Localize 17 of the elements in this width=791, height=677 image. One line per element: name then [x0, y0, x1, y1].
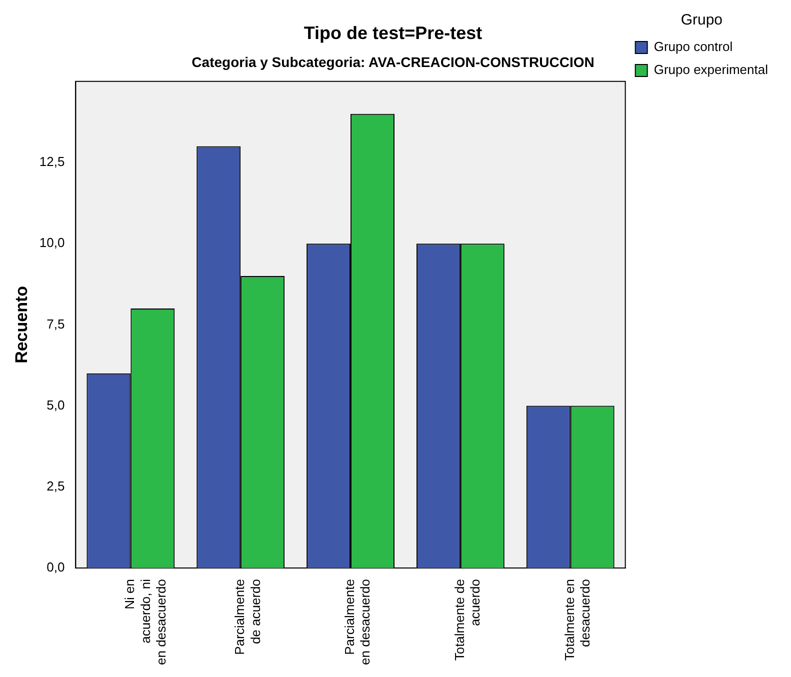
legend-title: Grupo [680, 12, 723, 29]
x-tick-label: Totalmente de acuerdo [452, 578, 483, 661]
y-tick-label: 2,5 [46, 478, 65, 494]
y-tick-label: 7,5 [46, 316, 65, 332]
y-axis-title: Recuento [12, 286, 31, 364]
legend-label: Grupo experimental [654, 62, 768, 78]
x-tick-label: Ni en acuerdo, ni en desacuerdo [122, 578, 168, 666]
y-tick-label: 0,0 [46, 560, 65, 575]
x-tick-label: Parcialmente de acuerdo [232, 578, 263, 655]
legend-label: Grupo control [654, 39, 733, 54]
chart-title: Tipo de test=Pre-test [304, 22, 482, 43]
y-tick-label: 12,5 [39, 154, 65, 170]
x-tick-label: Parcialmente en desacuerdo [342, 578, 373, 666]
y-tick-label: 10,0 [39, 235, 65, 250]
chart-subtitle: Categoria y Subcategoria: AVA-CREACION-CONSTRUCCION [192, 54, 594, 70]
y-tick-label: 5,0 [46, 397, 65, 412]
x-tick-label: Totalmente en desacuerdo [562, 578, 593, 661]
